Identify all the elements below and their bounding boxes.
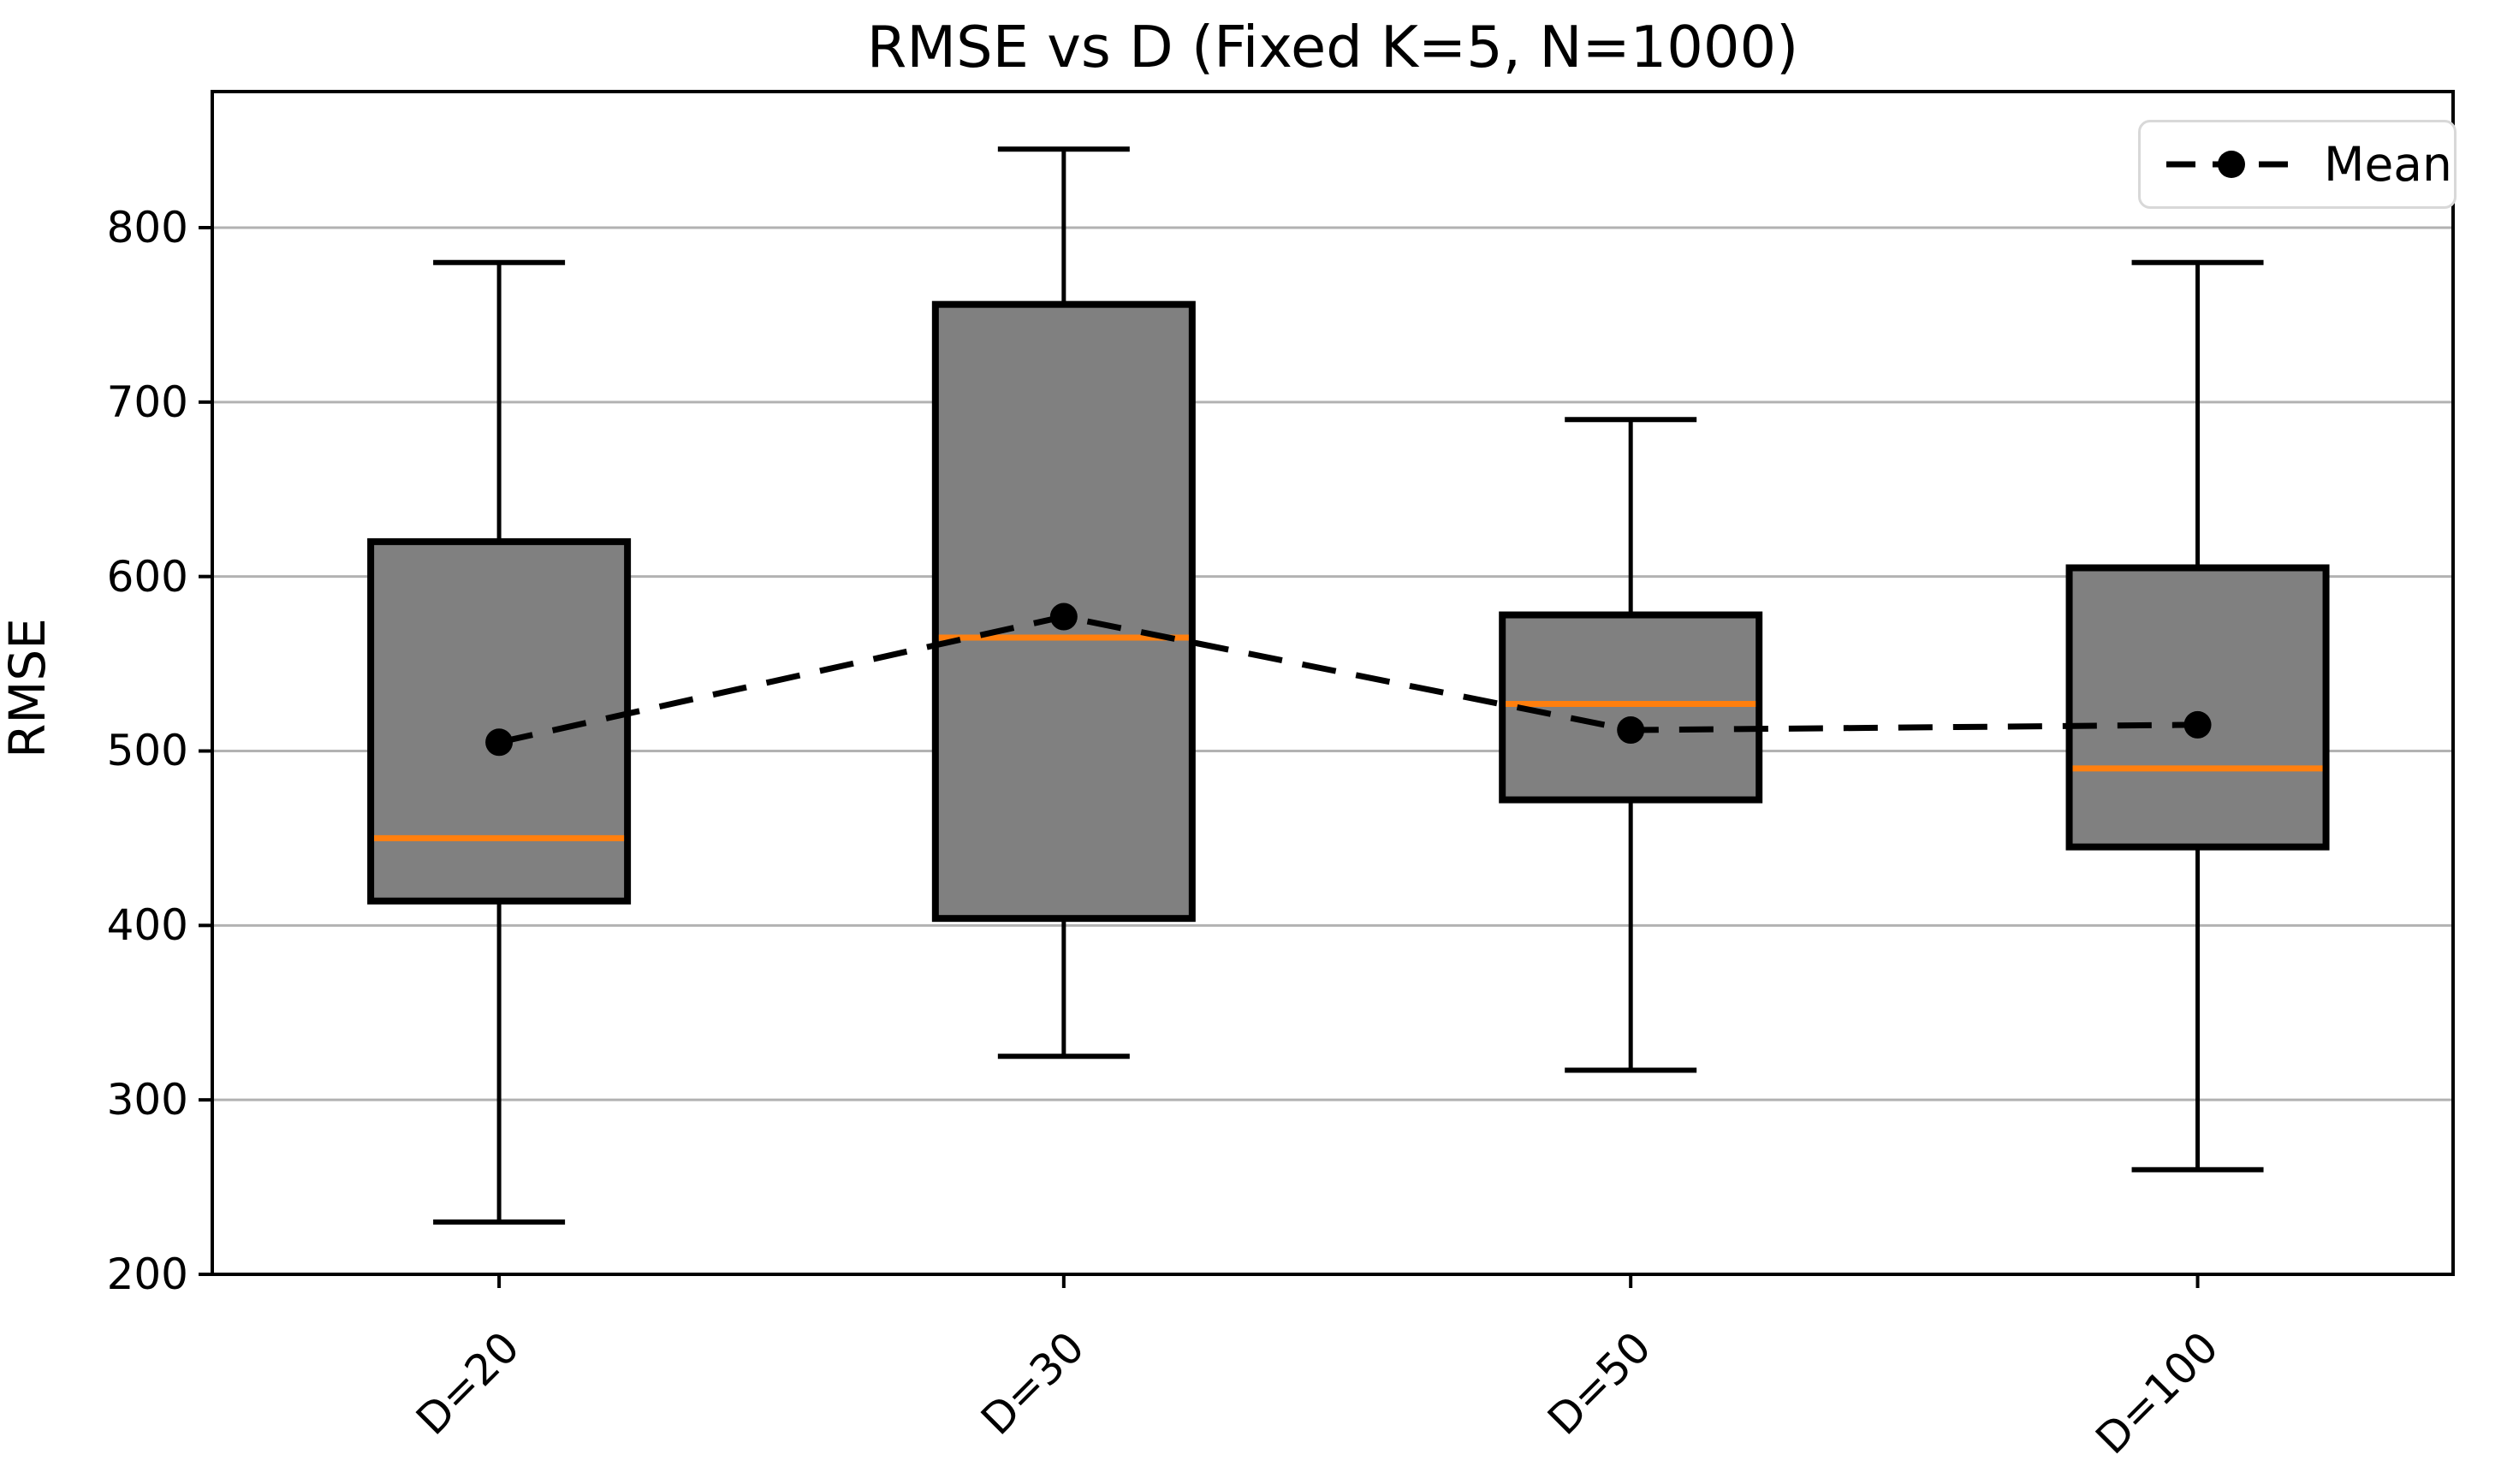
mean-point-D100 — [2183, 710, 2212, 739]
legend-dot — [2218, 151, 2245, 178]
box-D20 — [367, 537, 632, 905]
mean-point-D30 — [1049, 603, 1078, 631]
mean-line — [498, 613, 2198, 745]
y-tick-label: 600 — [106, 551, 188, 602]
chart-title: RMSE vs D (Fixed K=5, N=1000) — [866, 14, 1799, 80]
legend-label: Mean — [2324, 137, 2452, 192]
box-D100 — [2065, 564, 2330, 851]
y-tick-label: 700 — [106, 377, 188, 427]
mean-point-D20 — [485, 728, 514, 757]
y-tick-label: 200 — [106, 1250, 188, 1299]
y-tick-label: 400 — [106, 900, 188, 951]
legend-mean-sample-icon — [2166, 151, 2296, 178]
y-tick-label: 500 — [106, 726, 188, 776]
axes-frame — [211, 90, 2455, 1276]
box-D50 — [1499, 611, 1763, 804]
y-tick-label: 800 — [106, 202, 188, 252]
legend: Mean — [2138, 120, 2457, 209]
mean-point-D50 — [1617, 716, 1645, 745]
y-tick-label: 300 — [106, 1075, 188, 1125]
